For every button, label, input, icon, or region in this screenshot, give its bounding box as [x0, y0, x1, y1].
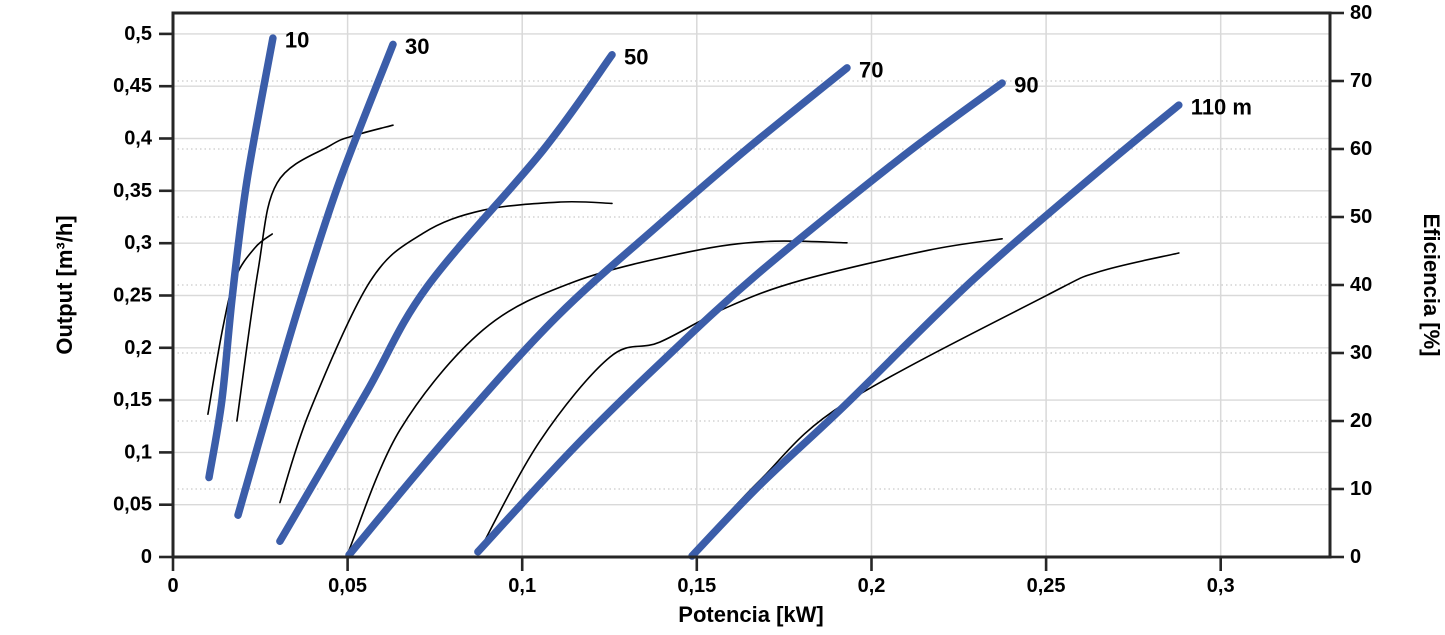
- efficiency-110m-curve: [691, 252, 1180, 555]
- x-axis-title: Potencia [kW]: [678, 602, 823, 627]
- x-tick-label: 0,1: [508, 575, 536, 597]
- x-tick-label: 0,25: [1027, 575, 1066, 597]
- y-right-tick-label: 40: [1350, 274, 1372, 296]
- y-left-tick-label: 0,45: [113, 75, 152, 97]
- efficiency-30m-curve: [236, 124, 394, 422]
- x-tick-label: 0,15: [677, 575, 716, 597]
- y-right-tick-label: 10: [1350, 478, 1372, 500]
- x-tick-label: 0: [167, 575, 178, 597]
- curve-layer: 10 30 50 70 90 110 m: [205, 28, 1252, 560]
- pump-110m-label: 110 m: [1191, 95, 1252, 120]
- y-right-tick-label: 20: [1350, 410, 1372, 432]
- frame-layer: [171, 11, 1332, 559]
- efficiency-70m-curve: [348, 240, 848, 551]
- y-left-tick-label: 0,4: [124, 128, 153, 150]
- pump-110m-curve: [688, 101, 1183, 560]
- x-tick-label: 0,3: [1207, 575, 1235, 597]
- title-layer: Potencia [kW] Output [m³/h] Eficiencia […: [52, 213, 1444, 627]
- y-left-tick-label: 0,3: [124, 232, 152, 254]
- y-left-tick-label: 0,5: [124, 23, 152, 45]
- y-left-tick-label: 0,35: [113, 180, 152, 202]
- pump-90m-curve: [474, 79, 1006, 556]
- pump-70m-curve: [345, 64, 851, 559]
- y-right-tick-label: 80: [1350, 2, 1372, 24]
- plot-frame: [171, 11, 1332, 559]
- pump-50m-label: 50: [624, 44, 648, 69]
- efficiency-50m-curve: [279, 200, 613, 504]
- pump-90m-label: 90: [1014, 73, 1038, 98]
- y-axis-title-right: Eficiencia [%]: [1419, 213, 1444, 356]
- y-right-tick-label: 50: [1350, 206, 1372, 228]
- tick-layer: 0 0,05 0,1 0,15 0,2 0,25 0,3 0 0,05 0,1 0,15 0,2 0,2…: [113, 2, 1372, 597]
- pump-30m-label: 30: [405, 34, 429, 59]
- y-left-tick-label: 0,05: [113, 494, 152, 516]
- pump-50m-curve: [276, 51, 616, 546]
- y-right-tick-label: 30: [1350, 342, 1372, 364]
- pump-10m-curve: [205, 34, 277, 482]
- y-axis-title-left: Output [m³/h]: [52, 215, 77, 354]
- y-left-tick-label: 0,15: [113, 389, 152, 411]
- y-left-tick-label: 0,1: [124, 441, 152, 463]
- efficiency-90m-curve: [477, 238, 1003, 555]
- x-tick-label: 0,2: [858, 575, 886, 597]
- grid-layer: [173, 13, 1330, 557]
- pump-70m-label: 70: [859, 57, 883, 82]
- y-right-tick-label: 60: [1350, 138, 1372, 160]
- x-tick-label: 0,05: [328, 575, 367, 597]
- pump-10m-label: 10: [285, 28, 309, 53]
- y-right-tick-label: 0: [1350, 546, 1361, 568]
- y-left-tick-label: 0: [141, 546, 152, 568]
- pump-30m-curve: [234, 40, 397, 519]
- y-left-tick-label: 0,25: [113, 285, 152, 307]
- y-left-tick-label: 0,2: [124, 337, 152, 359]
- y-right-tick-label: 70: [1350, 70, 1372, 92]
